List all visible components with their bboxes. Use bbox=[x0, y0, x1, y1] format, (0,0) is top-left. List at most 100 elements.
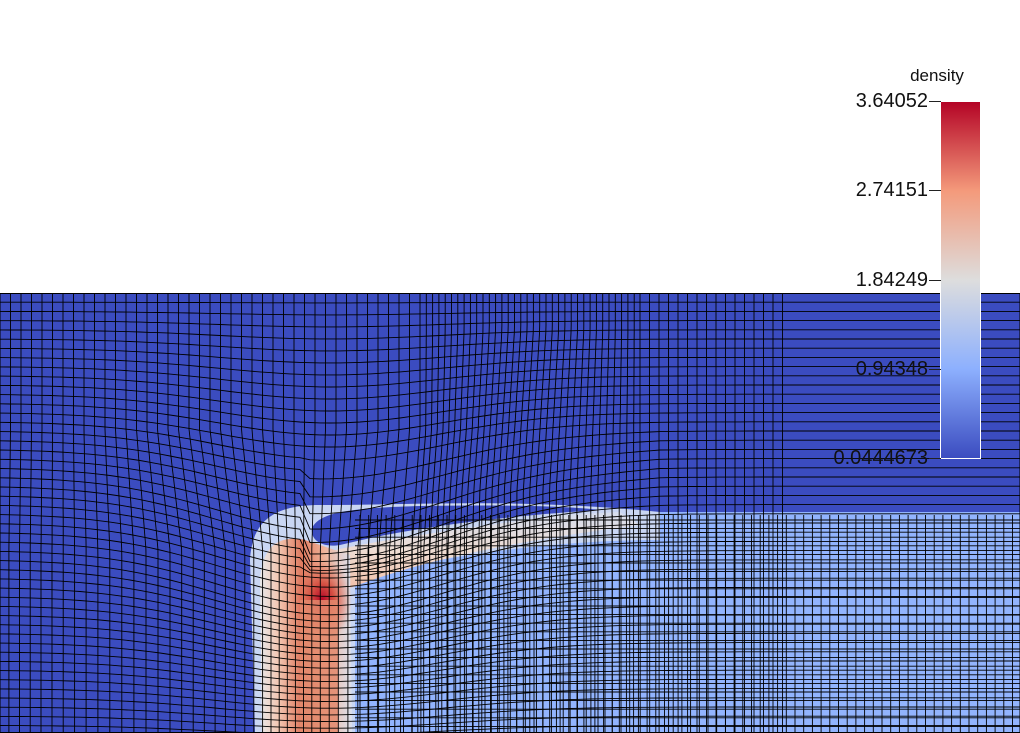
mesh-line bbox=[51, 293, 53, 733]
mesh-line bbox=[0, 688, 1020, 709]
mesh-line bbox=[0, 485, 1020, 563]
mesh-line bbox=[0, 697, 1020, 716]
mesh-line bbox=[8, 293, 11, 733]
mesh-line bbox=[478, 293, 490, 733]
mesh-line bbox=[0, 540, 1020, 597]
mesh-line bbox=[0, 412, 1020, 448]
mesh-line bbox=[0, 678, 1020, 703]
scalar-bar-label: 1.84249 bbox=[855, 269, 928, 291]
mesh-line bbox=[272, 293, 280, 733]
mesh-line bbox=[465, 293, 478, 733]
mesh-line bbox=[0, 531, 1020, 588]
mesh-line bbox=[389, 293, 400, 733]
mesh-line bbox=[0, 439, 1020, 498]
scalar-bar-label-max: 3.64052 bbox=[855, 90, 928, 112]
mesh-line bbox=[73, 293, 76, 733]
mesh-line bbox=[0, 458, 1020, 530]
mesh-line bbox=[347, 293, 358, 733]
mesh-line bbox=[241, 293, 255, 733]
mesh-line bbox=[0, 632, 1020, 669]
mesh-line bbox=[0, 430, 1020, 480]
mesh-line bbox=[0, 384, 1020, 412]
mesh-line bbox=[535, 293, 547, 733]
scalar-bar-label: 2.74151 bbox=[855, 179, 928, 201]
scalar-bar-label: 0.94348 bbox=[855, 358, 928, 380]
mesh-line bbox=[0, 402, 1020, 436]
mesh-line bbox=[251, 293, 264, 733]
mesh-line bbox=[0, 310, 1020, 316]
mesh-line bbox=[209, 293, 226, 733]
mesh-lines bbox=[0, 293, 1020, 733]
mesh-line bbox=[0, 476, 1020, 555]
mesh-line bbox=[633, 293, 635, 733]
scalar-bar bbox=[940, 101, 981, 459]
mesh-line bbox=[625, 293, 629, 733]
mesh-line bbox=[0, 586, 1020, 636]
scalar-bar-tick bbox=[929, 101, 941, 102]
mesh-line bbox=[357, 293, 368, 733]
mesh-line bbox=[472, 293, 484, 733]
mesh-line bbox=[484, 293, 497, 733]
mesh-line bbox=[157, 293, 171, 733]
mesh-line bbox=[337, 293, 347, 733]
mesh-line bbox=[0, 356, 1020, 376]
mesh-line bbox=[0, 596, 1020, 642]
scalar-bar-title: density bbox=[910, 66, 964, 85]
mesh-line bbox=[423, 293, 434, 733]
mesh-line bbox=[562, 293, 572, 733]
scalar-bar-label-min: 0.0444673 bbox=[833, 447, 928, 469]
scalar-bar-tick bbox=[929, 190, 941, 191]
mesh-line bbox=[0, 375, 1020, 400]
mesh-line bbox=[497, 293, 509, 733]
mesh-line bbox=[19, 293, 22, 733]
mesh-line bbox=[417, 293, 427, 733]
mesh-line bbox=[146, 293, 159, 733]
mesh-line bbox=[319, 293, 326, 733]
mesh-line bbox=[0, 522, 1020, 579]
mesh-line bbox=[283, 293, 288, 733]
mesh-line bbox=[503, 293, 515, 733]
mesh-line bbox=[0, 320, 1020, 328]
mesh-line bbox=[522, 293, 534, 733]
mesh-line bbox=[311, 293, 316, 733]
mesh-line bbox=[0, 467, 1020, 543]
mesh-line bbox=[0, 448, 1020, 515]
mesh-line bbox=[509, 293, 522, 733]
scalar-bar-tick bbox=[929, 369, 941, 370]
stem-core bbox=[300, 600, 338, 733]
mesh-line bbox=[490, 293, 503, 733]
mesh-line bbox=[0, 494, 1020, 568]
mesh-line bbox=[0, 577, 1020, 629]
mesh-line bbox=[0, 504, 1020, 571]
upper-sliver bbox=[311, 505, 600, 546]
mesh-line bbox=[0, 651, 1020, 683]
mesh-line bbox=[0, 347, 1020, 364]
mesh-line bbox=[604, 293, 610, 733]
mesh-line bbox=[0, 669, 1020, 696]
mesh-line bbox=[618, 293, 623, 733]
mesh-line bbox=[378, 293, 389, 733]
mesh-line bbox=[0, 715, 1020, 729]
mesh-line bbox=[0, 301, 1020, 304]
mesh-line bbox=[40, 293, 43, 733]
mesh-line bbox=[262, 293, 272, 733]
mesh-line bbox=[167, 293, 183, 733]
mesh-line bbox=[400, 293, 410, 733]
scalar-bar-tick bbox=[929, 280, 941, 281]
mesh-line bbox=[0, 660, 1020, 689]
mesh-line bbox=[0, 550, 1020, 607]
mesh-line bbox=[0, 706, 1020, 723]
mesh-line bbox=[555, 293, 566, 733]
mesh-line bbox=[0, 513, 1020, 574]
mesh-line bbox=[178, 293, 194, 733]
mesh-line bbox=[0, 642, 1020, 676]
mesh-line bbox=[0, 421, 1020, 461]
mesh-line bbox=[0, 623, 1020, 662]
mesh-line bbox=[303, 293, 305, 733]
dense-band bbox=[300, 512, 640, 590]
mesh-line bbox=[597, 293, 604, 733]
mesh-line bbox=[583, 293, 591, 733]
mesh-line bbox=[94, 293, 99, 733]
mesh-line bbox=[115, 293, 123, 733]
mesh-line bbox=[549, 293, 560, 733]
